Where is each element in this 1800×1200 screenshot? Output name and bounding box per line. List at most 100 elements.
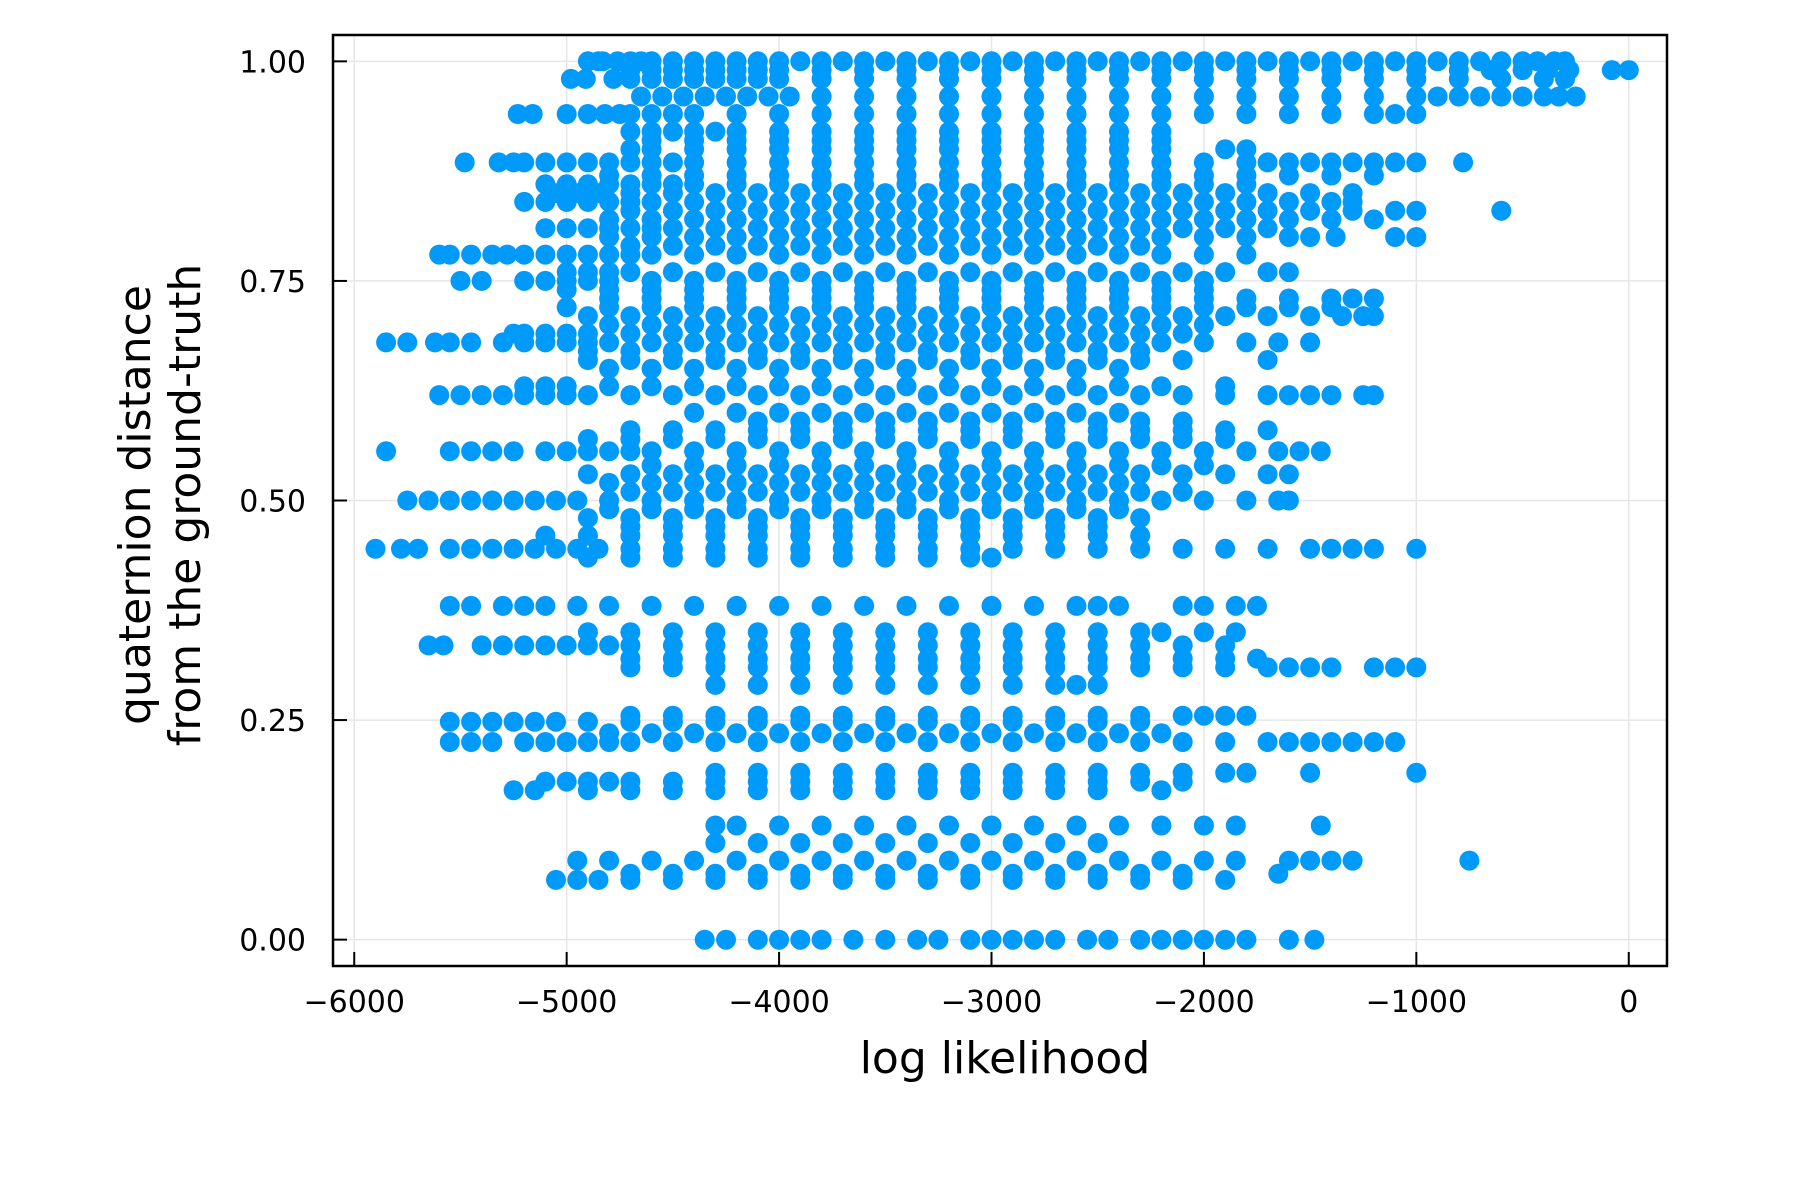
data-point bbox=[522, 104, 543, 124]
data-point bbox=[790, 780, 811, 801]
data-point bbox=[577, 152, 598, 173]
data-point bbox=[769, 297, 790, 318]
data-point bbox=[875, 350, 896, 370]
data-point bbox=[1342, 200, 1363, 221]
data-point bbox=[1448, 86, 1469, 107]
data-point bbox=[1193, 929, 1214, 950]
data-point bbox=[1385, 732, 1406, 752]
data-point bbox=[577, 270, 598, 291]
data-point bbox=[1555, 68, 1575, 89]
data-point bbox=[1109, 297, 1129, 318]
data-point bbox=[1172, 771, 1193, 792]
data-point bbox=[875, 306, 896, 327]
data-point bbox=[1300, 183, 1321, 204]
data-point bbox=[726, 723, 747, 744]
data-point bbox=[1066, 314, 1087, 335]
data-point bbox=[1257, 657, 1278, 678]
data-point bbox=[1130, 481, 1151, 502]
data-point bbox=[1236, 297, 1257, 318]
data-point bbox=[1066, 297, 1087, 318]
data-point bbox=[1300, 306, 1321, 327]
data-point bbox=[1548, 86, 1569, 107]
data-point bbox=[896, 227, 917, 247]
data-point bbox=[1278, 165, 1299, 186]
x-tick-label: 0 bbox=[1619, 985, 1638, 1020]
data-point bbox=[1045, 306, 1066, 327]
y-tick-label: 1.00 bbox=[239, 45, 306, 80]
data-point bbox=[811, 332, 832, 353]
data-point bbox=[1342, 538, 1363, 559]
data-point bbox=[960, 262, 981, 283]
data-point bbox=[1257, 200, 1278, 221]
data-point bbox=[1247, 595, 1267, 616]
data-point bbox=[939, 104, 959, 124]
data-point bbox=[641, 227, 662, 247]
data-point bbox=[1066, 674, 1087, 695]
data-point bbox=[1130, 323, 1151, 344]
data-point bbox=[811, 850, 832, 871]
data-point bbox=[896, 472, 917, 493]
data-point bbox=[1257, 183, 1278, 204]
data-point bbox=[1130, 200, 1151, 221]
data-point bbox=[546, 711, 566, 732]
data-point bbox=[1151, 332, 1172, 353]
data-point bbox=[939, 209, 959, 230]
data-point bbox=[960, 235, 981, 256]
data-point bbox=[1002, 833, 1023, 853]
data-point bbox=[960, 833, 981, 853]
data-point bbox=[684, 455, 705, 476]
data-point bbox=[1130, 218, 1151, 239]
data-point bbox=[1257, 420, 1278, 441]
data-point bbox=[461, 244, 482, 265]
data-point bbox=[1002, 711, 1023, 732]
data-point bbox=[811, 376, 832, 397]
data-point bbox=[1491, 200, 1512, 221]
data-point bbox=[790, 732, 811, 752]
data-point bbox=[854, 104, 875, 124]
data-point bbox=[1024, 227, 1044, 247]
data-point bbox=[1087, 262, 1108, 283]
data-point bbox=[599, 297, 620, 318]
data-point bbox=[482, 490, 503, 511]
data-point bbox=[811, 86, 832, 107]
data-point bbox=[832, 51, 853, 72]
data-point bbox=[599, 595, 620, 616]
data-point bbox=[960, 732, 981, 752]
data-point bbox=[917, 657, 938, 678]
data-point bbox=[1257, 218, 1278, 239]
data-point bbox=[769, 376, 790, 397]
data-point bbox=[599, 732, 620, 752]
data-point bbox=[1151, 455, 1172, 476]
data-point bbox=[461, 732, 482, 752]
data-point bbox=[1087, 200, 1108, 221]
data-point bbox=[1002, 732, 1023, 752]
data-point bbox=[1024, 376, 1044, 397]
data-point bbox=[832, 711, 853, 732]
data-point bbox=[1045, 929, 1066, 950]
data-point bbox=[1193, 191, 1214, 212]
data-point bbox=[939, 314, 959, 335]
data-point bbox=[1172, 350, 1193, 370]
data-point bbox=[854, 402, 875, 423]
data-point bbox=[1236, 929, 1257, 950]
data-point bbox=[1002, 464, 1023, 485]
data-point bbox=[854, 314, 875, 335]
data-point bbox=[620, 732, 641, 752]
data-point bbox=[684, 850, 705, 871]
data-point bbox=[1151, 723, 1172, 744]
data-point bbox=[769, 723, 790, 744]
data-point bbox=[1045, 51, 1066, 72]
data-point bbox=[726, 104, 747, 124]
data-point bbox=[960, 929, 981, 950]
data-point bbox=[1024, 209, 1044, 230]
data-point bbox=[917, 711, 938, 732]
data-point bbox=[1045, 674, 1066, 695]
data-point bbox=[535, 270, 556, 291]
data-point bbox=[1618, 60, 1639, 81]
data-point bbox=[684, 376, 705, 397]
data-point bbox=[1045, 429, 1066, 449]
data-point bbox=[620, 121, 641, 142]
data-point bbox=[832, 464, 853, 485]
data-point bbox=[896, 376, 917, 397]
data-point bbox=[620, 481, 641, 502]
